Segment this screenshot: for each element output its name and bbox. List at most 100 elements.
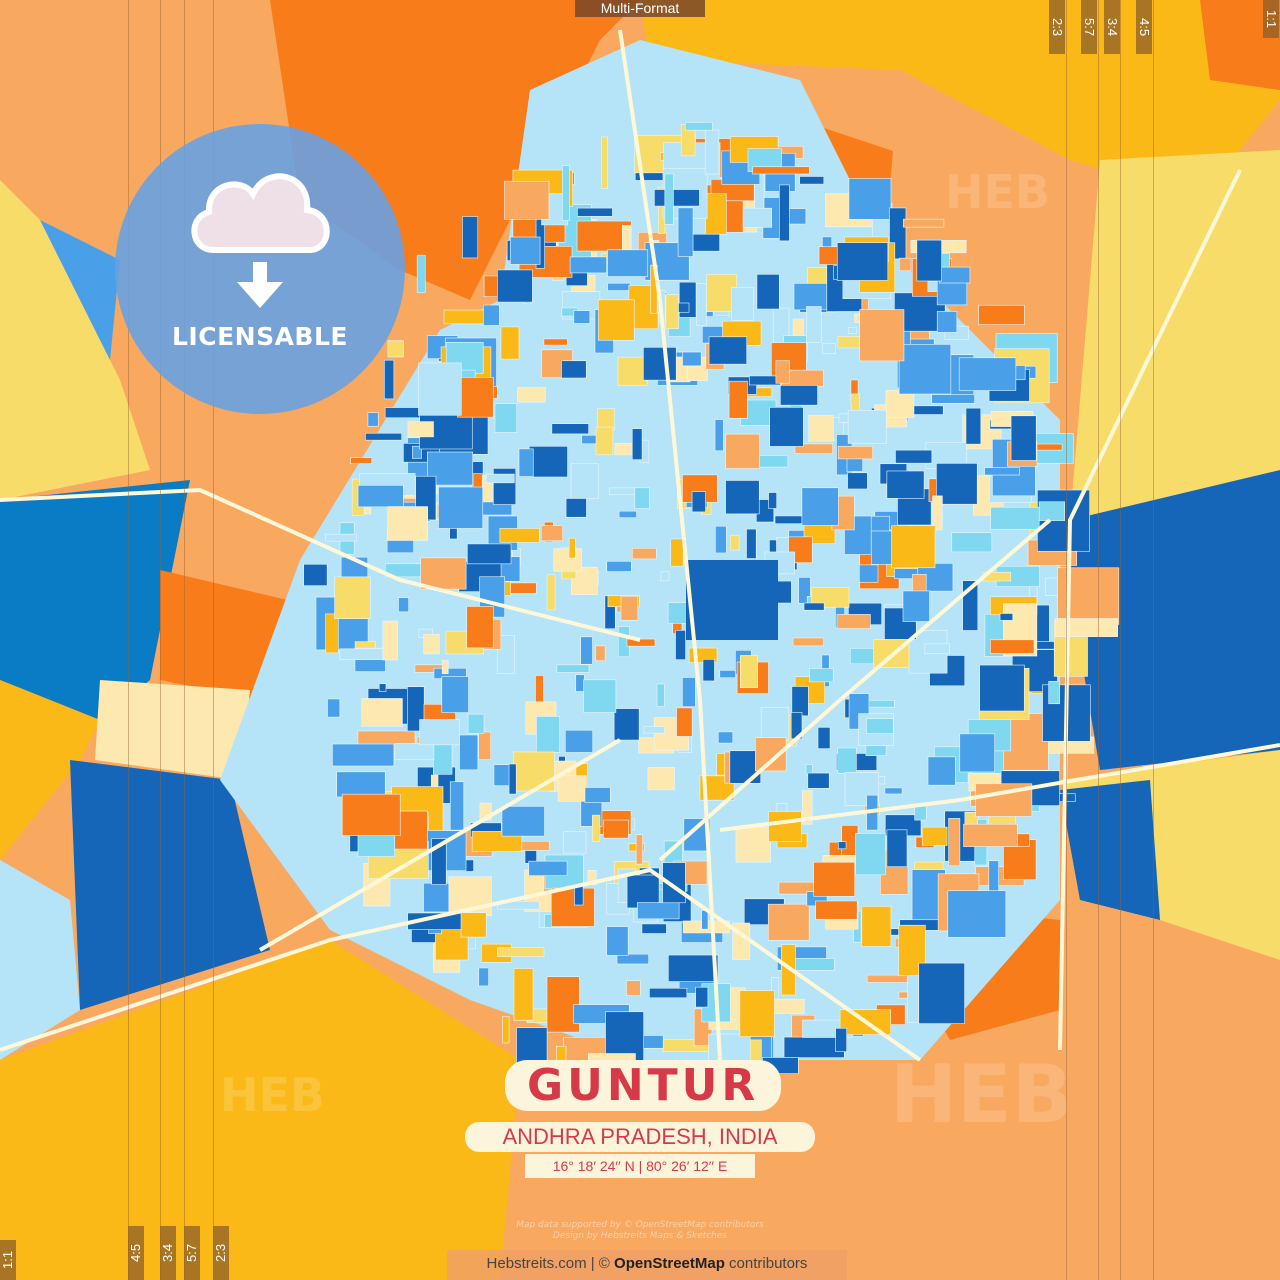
city-block — [626, 980, 641, 996]
city-block — [528, 445, 568, 478]
crop-tag: 5:7 — [184, 1226, 200, 1280]
city-block — [861, 906, 892, 947]
city-block — [497, 947, 545, 957]
region-name: ANDHRA PRADESH, INDIA — [465, 1122, 815, 1152]
city-block — [668, 954, 719, 982]
city-block — [898, 257, 912, 272]
city-block — [643, 347, 677, 381]
city-block — [501, 806, 545, 837]
city-block — [509, 236, 541, 265]
city-block — [1038, 501, 1065, 521]
crop-tag: 5:7 — [1081, 0, 1097, 54]
city-block — [813, 861, 856, 897]
city-block — [767, 903, 810, 941]
city-block — [649, 987, 688, 999]
city-block — [837, 747, 857, 774]
city-block — [725, 433, 760, 469]
city-block — [677, 207, 694, 257]
city-block — [725, 480, 760, 515]
city-block — [457, 377, 494, 418]
city-block — [382, 620, 398, 661]
city-block — [990, 639, 1035, 654]
city-block — [513, 751, 555, 792]
crop-tag: 3:4 — [1104, 0, 1120, 54]
city-block — [497, 269, 533, 303]
city-block — [557, 775, 587, 802]
site-link[interactable]: Hebstreits.com | © — [486, 1255, 615, 1272]
city-block — [884, 787, 903, 795]
crop-line — [1153, 0, 1154, 1280]
city-block — [979, 664, 1025, 712]
city-block — [412, 445, 422, 459]
city-block — [885, 389, 915, 418]
city-block — [756, 273, 780, 310]
city-block — [936, 463, 978, 505]
city-block — [779, 184, 790, 242]
city-block — [684, 122, 713, 131]
city-block — [419, 719, 460, 746]
city-block — [654, 189, 700, 207]
city-block — [606, 560, 632, 572]
city-block — [984, 467, 1020, 476]
city-block — [817, 727, 831, 749]
city-block — [963, 823, 1018, 847]
city-block — [378, 683, 387, 692]
city-block — [441, 676, 469, 713]
city-block — [334, 576, 371, 619]
city-block — [418, 362, 462, 416]
city-block — [641, 923, 667, 934]
city-block — [775, 360, 791, 384]
city-block — [729, 534, 740, 551]
city-block — [741, 207, 772, 228]
city-block — [494, 403, 518, 433]
city-block — [569, 256, 607, 274]
city-block — [801, 487, 839, 526]
map-title: GUNTUR ANDHRA PRADESH, INDIA 16° 18′ 24′… — [465, 1060, 815, 1178]
crop-line — [128, 0, 129, 1280]
city-block — [485, 473, 515, 484]
city-block — [460, 912, 487, 938]
crop-line — [1120, 0, 1121, 1280]
city-block — [715, 525, 727, 554]
osm-link[interactable]: OpenStreetMap — [614, 1255, 725, 1272]
city-block — [556, 664, 590, 673]
city-block — [676, 707, 693, 737]
city-block — [618, 510, 637, 519]
city-block — [847, 472, 868, 490]
city-block — [959, 733, 996, 773]
city-block — [921, 826, 948, 846]
city-block — [1054, 618, 1118, 637]
city-block — [543, 338, 568, 346]
attribution-bar: Hebstreits.com | © OpenStreetMap contrib… — [447, 1250, 847, 1280]
city-block — [565, 498, 587, 518]
city-block — [958, 357, 1017, 391]
city-block — [595, 426, 614, 456]
city-block — [714, 419, 724, 452]
city-block — [341, 793, 401, 836]
city-block — [914, 805, 927, 821]
city-block — [768, 811, 802, 843]
city-block — [867, 699, 895, 708]
city-block — [855, 833, 886, 876]
city-block — [702, 658, 715, 682]
city-block — [701, 910, 709, 930]
city-block — [898, 924, 926, 976]
city-block — [466, 606, 494, 649]
city-block — [467, 713, 485, 734]
city-block — [561, 360, 587, 379]
city-block — [518, 448, 534, 477]
city-block — [597, 299, 635, 341]
city-block — [660, 571, 670, 582]
city-block — [563, 831, 587, 854]
city-block — [664, 173, 674, 225]
licensable-badge[interactable]: LICENSABLE — [115, 124, 405, 414]
city-block — [859, 309, 905, 362]
city-block — [902, 218, 945, 228]
city-block — [546, 574, 556, 611]
city-block — [815, 900, 858, 920]
city-block — [580, 636, 593, 665]
city-block — [675, 630, 686, 661]
city-block — [550, 887, 595, 927]
city-block — [717, 731, 734, 744]
